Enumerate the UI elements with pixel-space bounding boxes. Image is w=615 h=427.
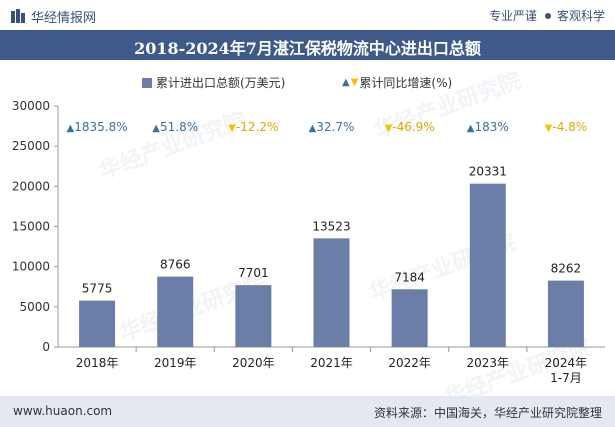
x-tick-label: 2022年 [388,356,431,370]
y-tick-label: 0 [42,340,50,354]
legend-item-growth: ▲ ▼ 累计同比增速(%) [342,74,452,91]
growth-label: ▼-4.8% [545,120,588,134]
x-tick-label: 2020年 [232,356,275,370]
bar-value-label: 7701 [238,266,269,280]
x-tick-label: 2019年 [154,356,197,370]
logo-icon [11,9,25,23]
bar-value-label: 8262 [551,262,582,276]
bar [79,300,116,347]
top-bar: 华经情报网 专业严谨 客观科学 [0,0,615,30]
bar-value-label: 20331 [469,165,507,179]
bar-value-label: 13523 [312,219,350,233]
footer-website: www.huaon.com [13,404,113,418]
bar [391,289,428,347]
legend-label-total: 累计进出口总额(万美元) [156,76,286,90]
title-bar [0,30,615,60]
growth-label: ▲183% [467,120,509,134]
footer-bar [0,396,615,427]
triangle-up-icon: ▲ [342,77,350,88]
y-tick-label: 10000 [12,260,50,274]
y-tick-label: 30000 [12,99,50,113]
bar-value-label: 7184 [394,270,425,284]
bar [313,238,350,347]
bar [157,276,194,347]
x-tick-label: 2024年 1-7月 [545,356,588,385]
bar-value-label: 5775 [82,282,113,296]
growth-label: ▼-12.2% [228,120,278,134]
chart-title: 2018-2024年7月湛江保税物流中心进出口总额 [134,39,481,58]
dot-separator [544,13,551,19]
x-tick-label: 2018年 [76,356,119,370]
y-tick-label: 5000 [19,300,50,314]
bar [469,183,506,347]
x-tick-label: 2023年 [467,356,510,370]
tagline-left: 专业严谨 [488,9,537,23]
growth-label: ▲1835.8% [67,120,128,134]
growth-label: ▲51.8% [152,120,198,134]
tagline: 专业严谨 客观科学 [489,7,605,24]
growth-label: ▼-46.9% [385,120,435,134]
triangle-down-icon: ▼ [350,77,359,88]
legend-swatch-bar [142,77,152,88]
x-tick-label: 2021年 [310,356,353,370]
footer-source: 资料来源：中国海关，华经产业研究院整理 [373,406,602,420]
y-tick-label: 20000 [12,179,50,193]
legend-item-total: 累计进出口总额(万美元) [142,74,285,91]
chart-plot: 0 5000 10000 15000 20000 25000 30000 5775 2018年 ▲… [12,99,605,385]
bar [547,280,584,347]
y-tick-label: 15000 [12,220,50,234]
tagline-right: 客观科学 [556,9,605,23]
bar [235,285,272,347]
legend-label-growth: 累计同比增速(%) [359,76,453,90]
y-tick-label: 25000 [12,139,50,153]
growth-label: ▲32.7% [309,120,355,134]
bar-value-label: 8766 [160,258,191,272]
brand-name: 华经情报网 [31,11,97,26]
